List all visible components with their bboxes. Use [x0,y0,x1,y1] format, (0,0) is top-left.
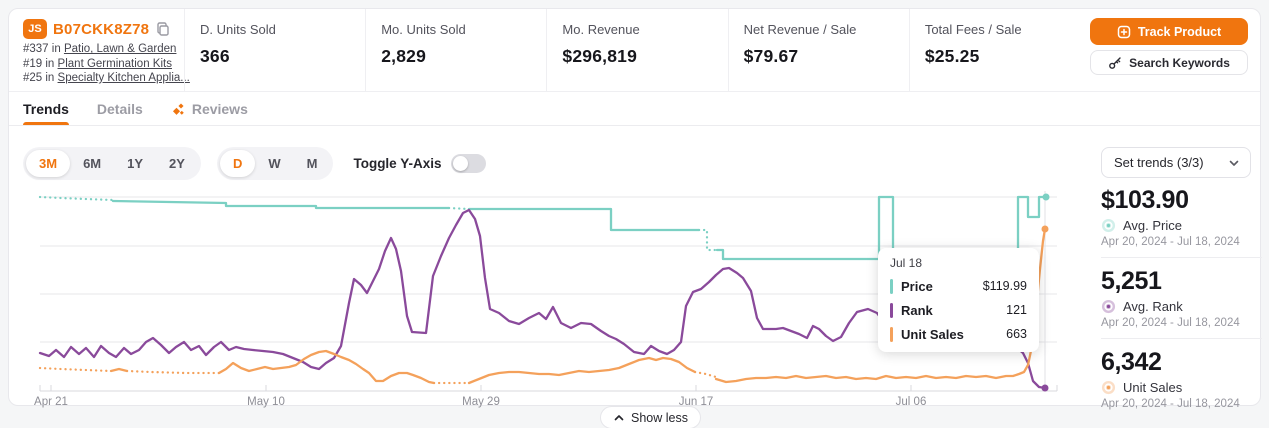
x-axis-label: May 29 [462,396,500,408]
tab-details[interactable]: Details [96,101,143,117]
rank-line: #19 in Plant Germination Kits [23,57,172,70]
range-3m[interactable]: 3M [26,150,71,177]
product-identity: JS B07CKK8Z78 #337 in Patio, Lawn & Gard… [9,9,190,91]
product-header: JS B07CKK8Z78 #337 in Patio, Lawn & Gard… [9,9,1260,92]
summary-avg-rank: 5,251 Avg. Rank Apr 20, 2024 - Jul 18, 2… [1101,267,1262,329]
header-actions: Track Product Search Keywords [1090,9,1260,91]
track-product-button[interactable]: Track Product [1090,18,1249,45]
toggle-y-axis-label: Toggle Y-Axis [353,156,442,171]
date-range: Apr 20, 2024 - Jul 18, 2024 [1101,398,1240,410]
range-6m[interactable]: 6M [83,156,102,171]
product-asin-link[interactable]: B07CKK8Z78 [53,20,150,38]
category-link[interactable]: Patio, Lawn & Garden [63,43,177,55]
granularity-group: D W M [216,147,334,180]
x-axis-label: May 10 [247,396,285,408]
granularity-weekly[interactable]: W [268,156,281,171]
chart-tooltip: Jul 18 Price $119.99 Rank 121 Unit Sales… [878,248,1039,352]
x-axis-label: Apr 21 [34,396,68,408]
x-axis-label: Jun 17 [678,396,714,408]
rank-line: #25 in Specialty Kitchen Applia... [23,72,190,84]
tab-trends[interactable]: Trends [23,93,69,125]
kpi-label: Mo. Revenue [562,22,640,37]
kpi-value: $296,819 [562,46,637,66]
chart-controls: 3M 6M 1Y 2Y D W M Toggle Y-Axis [23,147,487,180]
tooltip-row-price: Price $119.99 [890,274,1027,298]
category-link[interactable]: Plant Germination Kits [57,57,172,70]
kpi-value: 2,829 [381,46,426,66]
trend-chart[interactable] [9,9,1262,407]
kpi-total-fees-per-sale: Total Fees / Sale $25.25 [908,9,1090,91]
kpi-label: Net Revenue / Sale [743,22,857,37]
price-color-bar [890,278,893,294]
eye-icon[interactable] [1101,299,1116,314]
time-range-group: 3M 6M 1Y 2Y [23,147,201,180]
toggle-knob [453,156,469,171]
granularity-monthly[interactable]: M [306,156,318,171]
tooltip-row-unit-sales: Unit Sales 663 [890,322,1027,346]
range-2y[interactable]: 2Y [169,156,185,171]
eye-icon[interactable] [1101,380,1116,395]
kpi-monthly-units-sold: Mo. Units Sold 2,829 [365,9,546,91]
js-logo-badge: JS [23,19,47,39]
y-axis-toggle[interactable] [451,154,487,173]
date-range: Apr 20, 2024 - Jul 18, 2024 [1101,236,1240,248]
kpi-daily-units-sold: D. Units Sold 366 [184,9,365,91]
kpi-label: Mo. Units Sold [381,22,466,37]
chevron-down-icon [1228,157,1240,169]
tooltip-date: Jul 18 [890,256,923,270]
kpi-value: $79.67 [743,46,799,66]
rank-line: #337 in Patio, Lawn & Garden [23,43,177,55]
copy-icon[interactable] [155,21,171,37]
summary-unit-sales: 6,342 Unit Sales Apr 20, 2024 - Jul 18, … [1101,348,1262,410]
kpi-label: Total Fees / Sale [924,22,1022,37]
chevron-up-icon [613,412,625,424]
divider [1101,257,1262,258]
tooltip-row-rank: Rank 121 [890,298,1027,322]
sparkles-icon [171,102,186,117]
range-1y[interactable]: 1Y [127,156,144,171]
tab-bar: Trends Details Reviews [9,93,1260,126]
granularity-daily[interactable]: D [219,150,256,177]
kpi-monthly-revenue: Mo. Revenue $296,819 [546,9,727,91]
show-less-button[interactable]: Show less [600,406,701,428]
key-icon [1108,56,1122,70]
kpi-label: D. Units Sold [200,22,276,37]
kpi-value: 366 [200,46,230,66]
trend-summary-panel: $103.90 Avg. Price Apr 20, 2024 - Jul 18… [1101,186,1262,410]
plus-square-icon [1117,25,1131,39]
eye-icon[interactable] [1101,218,1116,233]
product-trends-card: JS B07CKK8Z78 #337 in Patio, Lawn & Gard… [8,8,1262,410]
unit-sales-color-bar [890,326,893,342]
date-range: Apr 20, 2024 - Jul 18, 2024 [1101,317,1240,329]
set-trends-dropdown[interactable]: Set trends (3/3) [1101,147,1251,178]
divider [1101,338,1262,339]
summary-avg-price: $103.90 Avg. Price Apr 20, 2024 - Jul 18… [1101,186,1262,248]
x-axis-label: Jul 06 [895,396,927,408]
category-link[interactable]: Specialty Kitchen Applia... [57,72,190,84]
search-keywords-button[interactable]: Search Keywords [1090,50,1249,75]
rank-color-bar [890,302,893,318]
kpi-net-revenue-per-sale: Net Revenue / Sale $79.67 [727,9,909,91]
tab-reviews[interactable]: Reviews [171,93,248,125]
kpi-value: $25.25 [924,46,980,66]
